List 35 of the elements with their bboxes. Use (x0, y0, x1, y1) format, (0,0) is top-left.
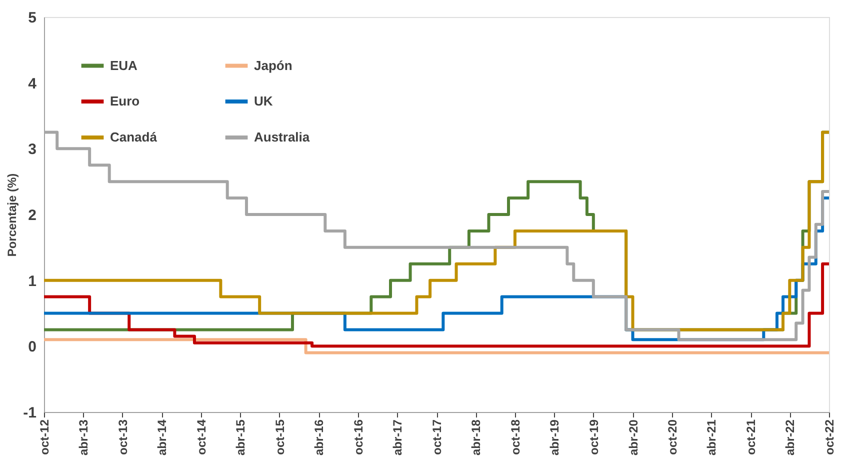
x-tick-label: abr-19 (548, 419, 562, 456)
x-tick-label: abr-17 (390, 419, 405, 456)
legend-label: Euro (110, 94, 140, 108)
x-tick-label: abr-15 (234, 419, 248, 456)
x-tick-label: oct-13 (116, 419, 130, 455)
x-tick-label: oct-20 (666, 419, 680, 455)
y-tick-label: 4 (28, 75, 38, 92)
legend-label: Japón (254, 58, 292, 73)
x-tick-label: oct-18 (508, 419, 522, 455)
x-tick-label: oct-15 (272, 419, 287, 455)
x-tick-label: oct-21 (744, 419, 758, 455)
legend-label: Australia (254, 130, 310, 144)
x-tick-label: oct-17 (430, 419, 444, 455)
x-tick-label: oct-12 (38, 419, 52, 455)
y-tick-label: 3 (28, 141, 36, 158)
y-axis-title: Porcentaje (%) (5, 173, 20, 257)
y-tick-label: 5 (28, 10, 36, 26)
x-tick-label: abr-18 (469, 419, 484, 456)
y-tick-label: 0 (28, 338, 36, 356)
x-tick-label: abr-16 (312, 419, 326, 456)
x-tick-label: oct-14 (194, 419, 208, 455)
x-tick-label: oct-19 (586, 419, 601, 455)
x-tick-label: abr-21 (704, 419, 719, 456)
x-tick-label: abr-13 (76, 419, 91, 456)
y-tick-label: -1 (23, 404, 36, 422)
x-tick-label: abr-22 (783, 419, 798, 456)
legend-label: UK (254, 94, 274, 108)
x-tick-label: oct-16 (352, 419, 366, 455)
x-tick-label: abr-14 (155, 419, 170, 456)
y-tick-label: 1 (28, 272, 36, 290)
legend-label: Canadá (110, 130, 158, 144)
x-tick-label: oct-22 (822, 419, 836, 455)
x-tick-label: abr-20 (626, 419, 640, 456)
y-tick-label: 2 (28, 207, 36, 224)
legend-label: EUA (110, 58, 138, 73)
